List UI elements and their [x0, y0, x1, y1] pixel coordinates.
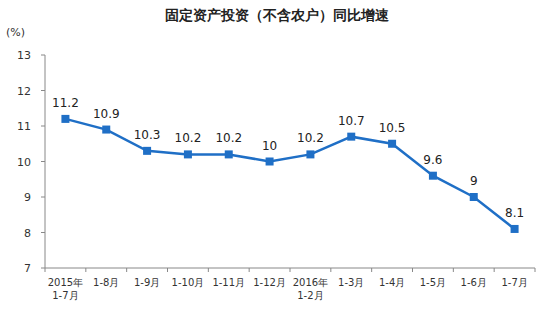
- marker: [143, 147, 151, 155]
- x-tick-label-line: 1-10月: [172, 277, 205, 288]
- marker: [61, 115, 69, 123]
- y-tick-label: 7: [24, 262, 31, 275]
- data-label: 10.2: [297, 131, 324, 145]
- x-tick-label-line: 1-12月: [253, 277, 286, 288]
- marker: [266, 158, 274, 166]
- x-tick: [85, 268, 86, 272]
- marker: [184, 150, 192, 158]
- data-label: 9.6: [423, 153, 442, 167]
- x-tick: [167, 268, 168, 272]
- x-tick-label: 1-7月: [501, 277, 527, 288]
- data-label: 10.2: [215, 131, 242, 145]
- data-label: 10.9: [93, 107, 120, 121]
- y-tick: [41, 161, 45, 162]
- data-label: 10.7: [338, 114, 365, 128]
- chart: 固定资产投资（不含农户）同比增速 (%) 7 8 9 10 11 12 13 2015年 1-7月 1…: [0, 0, 553, 315]
- x-tick-label: 1-4月: [379, 277, 405, 288]
- data-label: 10: [262, 139, 277, 153]
- y-tick: [41, 197, 45, 198]
- x-tick: [290, 268, 291, 272]
- marker: [388, 140, 396, 148]
- x-tick: [126, 268, 127, 272]
- marker: [511, 225, 519, 233]
- marker: [470, 193, 478, 201]
- x-tick: [535, 268, 536, 272]
- x-tick: [208, 268, 209, 272]
- x-tick-label: 1-5月: [420, 277, 446, 288]
- x-tick: [412, 268, 413, 272]
- marker: [306, 150, 314, 158]
- data-label: 10.3: [134, 128, 161, 142]
- x-tick: [371, 268, 372, 272]
- x-tick-label: 1-12月: [253, 277, 286, 288]
- x-tick-label-line: 1-4月: [379, 277, 405, 288]
- data-label: 11.2: [52, 96, 79, 110]
- x-tick-label-line: 1-11月: [212, 277, 245, 288]
- x-tick-label: 1-3月: [338, 277, 364, 288]
- x-tick: [494, 268, 495, 272]
- x-tick: [330, 268, 331, 272]
- x-tick: [453, 268, 454, 272]
- x-tick-label: 1-8月: [93, 277, 119, 288]
- y-tick: [41, 268, 45, 269]
- y-tick-label: 12: [17, 85, 31, 98]
- y-tick-label: 11: [17, 120, 31, 133]
- x-tick-label-line: 1-7月: [501, 277, 527, 288]
- title: 固定资产投资（不含农户）同比增速: [165, 7, 390, 23]
- marker: [429, 172, 437, 180]
- x-tick-label-line: 1-9月: [134, 277, 160, 288]
- line: [65, 119, 514, 229]
- x-tick-label: 1-11月: [212, 277, 245, 288]
- y-tick-label: 9: [24, 191, 31, 204]
- x-tick-label-line: 1-2月: [297, 290, 323, 301]
- y-label: (%): [6, 26, 25, 39]
- data-label: 9: [470, 174, 478, 188]
- x-tick-label-line: 1-7月: [52, 290, 78, 301]
- plot: [61, 115, 518, 233]
- x-tick-label-line: 1-8月: [93, 277, 119, 288]
- x-tick-label-line: 1-6月: [461, 277, 487, 288]
- y-tick: [41, 126, 45, 127]
- y-tick-label: 10: [17, 156, 31, 169]
- marker: [347, 133, 355, 141]
- data-label: 10.2: [175, 131, 202, 145]
- data-label: 10.5: [379, 121, 406, 135]
- data-label: 8.1: [505, 206, 524, 220]
- y-tick-label: 13: [17, 49, 31, 62]
- x-tick-label-line: 1-3月: [338, 277, 364, 288]
- x-tick-label-line: 2016年: [293, 277, 328, 288]
- y-tick: [41, 232, 45, 233]
- x-tick-label: 2015年 1-7月: [48, 277, 83, 301]
- x-tick-label: 1-6月: [461, 277, 487, 288]
- x-tick-label: 1-10月: [172, 277, 205, 288]
- y-tick: [41, 55, 45, 56]
- marker: [102, 126, 110, 134]
- y-tick: [41, 90, 45, 91]
- x-tick-label: 1-9月: [134, 277, 160, 288]
- x-tick-label-line: 2015年: [48, 277, 83, 288]
- x-tick: [249, 268, 250, 272]
- marker: [225, 150, 233, 158]
- x-tick-label: 2016年 1-2月: [293, 277, 328, 301]
- y-tick-label: 8: [24, 227, 31, 240]
- x-tick: [45, 268, 46, 272]
- x-tick-label-line: 1-5月: [420, 277, 446, 288]
